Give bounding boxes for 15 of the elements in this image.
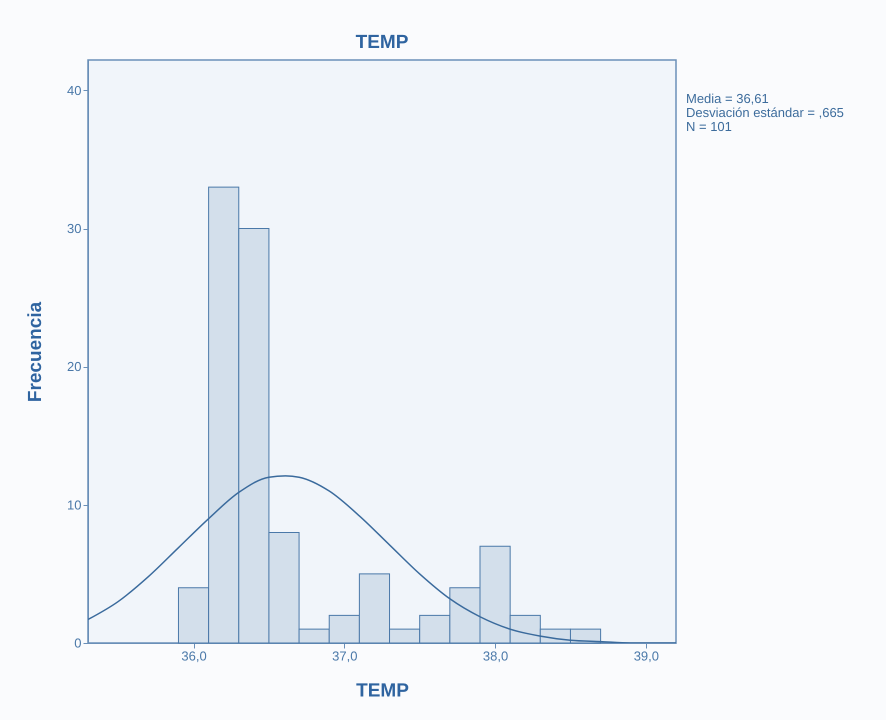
- y-tick-label: 40: [67, 82, 82, 98]
- y-tick-label: 30: [67, 221, 82, 236]
- text: Media = 36,61: [686, 91, 770, 106]
- x-tick-label: 39,0: [634, 648, 659, 664]
- text: Desviación estándar = ,665: [686, 105, 844, 120]
- y-tick-label: 20: [67, 359, 82, 374]
- text: N = 101: [686, 119, 733, 134]
- y-tick-label: 10: [67, 497, 82, 512]
- chart-title: TEMP: [356, 32, 409, 53]
- y-axis-title: Frecuencia: [25, 301, 46, 402]
- x-tick-label: 36,0: [181, 648, 207, 664]
- x-tick-label: 38,0: [482, 648, 508, 664]
- y-tick-label: 0: [74, 636, 82, 650]
- x-tick-label: 37,0: [332, 648, 358, 664]
- x-axis-title: TEMP: [356, 680, 410, 702]
